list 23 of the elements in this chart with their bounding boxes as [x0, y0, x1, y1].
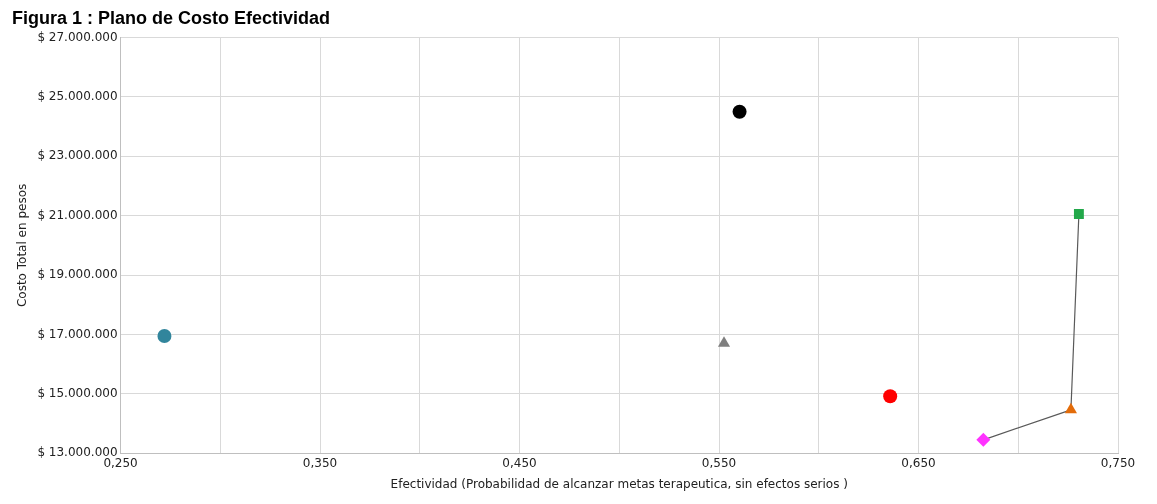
x-tick-label: 0,350: [302, 455, 338, 470]
y-tick-label: $ 21.000.000: [37, 207, 118, 222]
x-axis-title: Efectividad (Probabilidad de alcanzar metas terapeutica, sin efectos serios ): [390, 476, 848, 491]
point: [732, 104, 747, 119]
x-tick-label: 0,550: [701, 455, 737, 470]
point: [883, 389, 898, 404]
chart-title: Figura 1 : Plano de Costo Efectividad: [12, 7, 331, 28]
y-tick-label: $ 25.000.000: [37, 89, 118, 104]
y-axis-title: Costo Total en pesos: [15, 183, 30, 308]
x-tick-label: 0,250: [103, 455, 138, 470]
y-tick-label: $ 23.000.000: [37, 148, 118, 163]
x-tick-label: 0,750: [1100, 455, 1136, 470]
x-tick-label: 0,650: [901, 455, 936, 470]
y-tick-label: $ 27.000.000: [37, 29, 118, 44]
point: [717, 336, 731, 347]
point: [1073, 208, 1084, 219]
point: [157, 328, 172, 343]
y-tick-label: $ 19.000.000: [37, 267, 118, 282]
y-tick-label: $ 17.000.000: [37, 326, 118, 341]
x-tick-label: 0,450: [502, 455, 537, 470]
y-tick-label: $ 15.000.000: [37, 385, 118, 400]
point: [1064, 402, 1077, 414]
point: [976, 432, 991, 447]
